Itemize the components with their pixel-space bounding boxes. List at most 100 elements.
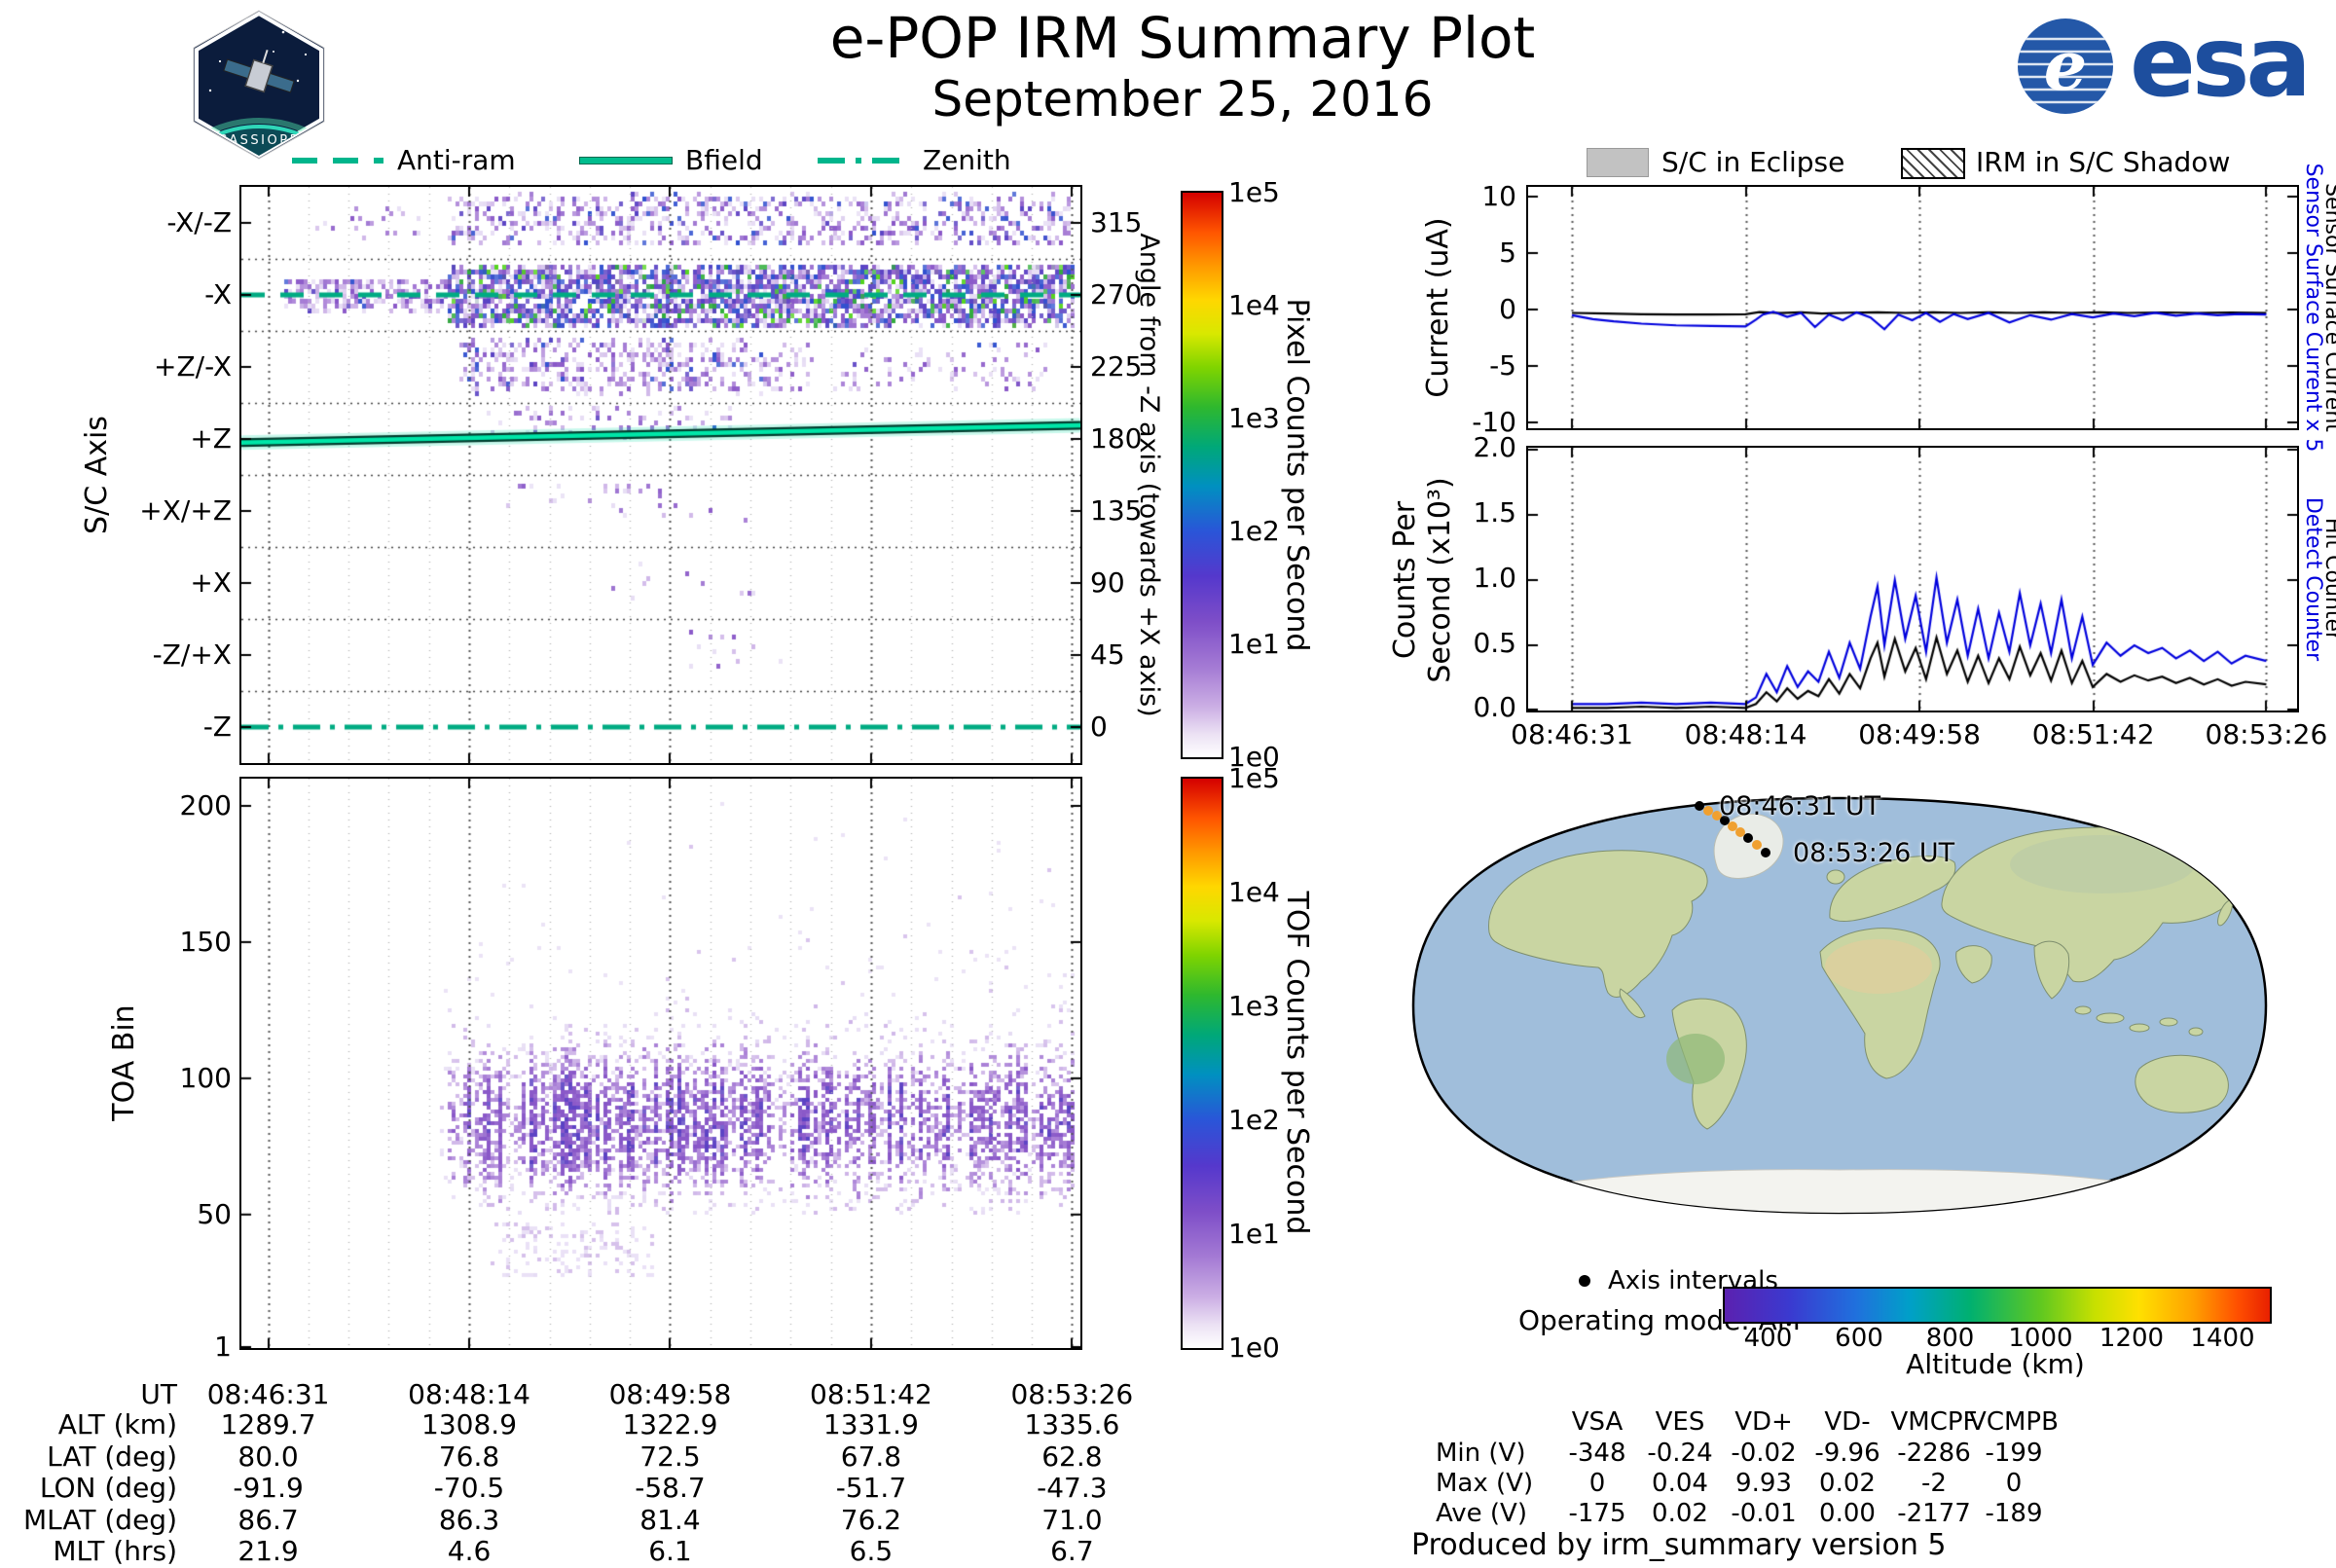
voltage-cell: 0.02	[1819, 1469, 1876, 1498]
sc-axis-ytick: -X	[204, 278, 232, 310]
voltage-cell: -0.24	[1647, 1439, 1713, 1468]
orbit-track-dot	[1712, 811, 1722, 820]
orbit-track-dot	[1743, 833, 1753, 843]
counts-plot-canvas	[1526, 446, 2299, 712]
tof-colorbar-tick: 1e3	[1228, 990, 1280, 1022]
ephemeris-cell: -47.3	[1037, 1472, 1108, 1504]
ephemeris-cell: 81.4	[639, 1504, 701, 1536]
current-plot-canvas	[1526, 185, 2299, 430]
antiram-legend-line-icon	[292, 158, 383, 164]
current-ytick: -5	[1489, 349, 1516, 382]
ephemeris-cell: -58.7	[635, 1472, 706, 1504]
sc-axis-spectrogram-canvas	[239, 185, 1082, 765]
ephemeris-row-label: MLAT (deg)	[22, 1504, 177, 1536]
ephemeris-row-label: UT	[140, 1378, 177, 1410]
ephemeris-row-label: LON (deg)	[39, 1472, 177, 1504]
shadow-hatch-swatch-icon	[1901, 148, 1965, 179]
sc-axis-ytick: +Z/-X	[154, 350, 232, 383]
pixel-colorbar-tick: 1e5	[1228, 176, 1280, 208]
sc-axis-ytick: -X/-Z	[166, 206, 232, 238]
voltage-cell: -0.02	[1731, 1439, 1797, 1468]
current-ytick: 0	[1499, 293, 1516, 325]
voltage-cell: -0.01	[1731, 1499, 1797, 1528]
sc-axis-ytick: +X/+Z	[139, 494, 232, 527]
voltage-col-header: VSA	[1571, 1407, 1624, 1437]
toa-ytick: 1	[214, 1331, 232, 1363]
pixel-colorbar-tick: 1e0	[1228, 741, 1280, 773]
toa-spectrogram-canvas	[239, 777, 1082, 1350]
voltage-row-label: Ave (V)	[1436, 1499, 1527, 1528]
voltage-cell: -9.96	[1814, 1439, 1880, 1468]
world-map	[1411, 796, 2268, 1215]
altitude-tick: 800	[1925, 1324, 1975, 1353]
current-ytick: 5	[1499, 237, 1516, 269]
angle-ytick: 0	[1090, 711, 1108, 743]
angle-ytick: 270	[1090, 278, 1143, 310]
esa-disc-icon: e	[2018, 18, 2113, 114]
antiram-legend-label: Anti-ram	[397, 144, 516, 176]
ephemeris-cell: 21.9	[237, 1535, 299, 1567]
eclipse-swatch-icon	[1587, 148, 1649, 177]
ephemeris-cell: 1308.9	[421, 1408, 518, 1440]
tof-colorbar-tick: 1e2	[1228, 1104, 1280, 1136]
ephemeris-row-label: LAT (deg)	[47, 1440, 177, 1473]
eclipse-legend: S/C in Eclipse IRM in S/C Shadow	[1528, 146, 2336, 185]
ephemeris-cell: 6.7	[1050, 1535, 1094, 1567]
esa-wordmark: esa	[2130, 5, 2312, 119]
pixel-colorbar	[1181, 191, 1223, 759]
orbit-track-dot	[1728, 821, 1737, 831]
bfield-legend-line-icon	[580, 158, 672, 164]
voltage-row-label: Min (V)	[1436, 1439, 1526, 1468]
hit-counter-label: Hit Counter	[2320, 517, 2336, 641]
orbit-track-dot	[1695, 801, 1704, 811]
ephemeris-cell: 80.0	[237, 1440, 299, 1473]
right-xtick: 08:51:42	[2031, 718, 2155, 750]
voltage-cell: -348	[1568, 1439, 1626, 1468]
ephemeris-cell: 4.6	[447, 1535, 492, 1567]
ephemeris-cell: -91.9	[233, 1472, 304, 1504]
right-xtick: 08:48:14	[1684, 718, 1807, 750]
toa-ytick: 50	[197, 1197, 232, 1230]
axis-plot-legend: Anti-ram Bfield Zenith	[0, 144, 1080, 183]
eclipse-legend-label: S/C in Eclipse	[1661, 146, 1845, 178]
counts-ytick: 1.5	[1473, 496, 1516, 529]
voltage-cell: -199	[1985, 1439, 2043, 1468]
altitude-colorbar-label: Altitude (km)	[1906, 1348, 2085, 1380]
esa-logo: e esa	[2011, 10, 2332, 127]
voltage-cell: 0.00	[1819, 1499, 1876, 1528]
ephemeris-cell: 71.0	[1041, 1504, 1103, 1536]
voltage-cell: -2	[1921, 1469, 1947, 1498]
orbit-track-dot	[1761, 848, 1770, 857]
ephemeris-cell: -51.7	[835, 1472, 907, 1504]
ephemeris-cell: 1331.9	[822, 1408, 919, 1440]
orbit-track-dot	[1720, 816, 1730, 825]
angle-ytick: 135	[1090, 494, 1143, 527]
right-xtick: 08:46:31	[1511, 718, 1633, 750]
altitude-tick: 600	[1835, 1324, 1883, 1353]
track-start-label: 08:46:31 UT	[1719, 791, 1881, 821]
ephemeris-cell: 76.2	[840, 1504, 902, 1536]
ephemeris-cell: 1322.9	[622, 1408, 718, 1440]
right-xtick: 08:49:58	[1858, 718, 1981, 750]
toa-ytick: 150	[179, 925, 232, 958]
pixel-colorbar-tick: 1e1	[1228, 628, 1280, 660]
svg-text:e: e	[2044, 25, 2088, 106]
ephemeris-cell: 08:46:31	[206, 1378, 330, 1410]
ephemeris-cell: 08:53:26	[1010, 1378, 1134, 1410]
counts-ytick: 1.0	[1473, 562, 1516, 594]
sc-axis-ytick: -Z	[202, 711, 232, 743]
tof-colorbar-tick: 1e4	[1228, 876, 1280, 908]
voltage-cell: -175	[1568, 1499, 1626, 1528]
title-block: e-POP IRM Summary Plot September 25, 201…	[681, 6, 1684, 128]
ephemeris-cell: 86.3	[438, 1504, 500, 1536]
zenith-legend-line-icon	[818, 158, 909, 164]
sc-axis-ytick: +Z	[190, 422, 232, 455]
sc-axis-ytick: -Z/+X	[152, 638, 232, 671]
ephemeris-cell: 62.8	[1041, 1440, 1103, 1473]
orbit-track-dot	[1703, 806, 1713, 816]
voltage-col-header: VD-	[1824, 1407, 1871, 1437]
voltage-col-header: VES	[1655, 1407, 1705, 1437]
voltage-cell: 0.04	[1652, 1469, 1708, 1498]
angle-ytick: 45	[1090, 638, 1125, 671]
altitude-tick: 1400	[2190, 1324, 2255, 1353]
